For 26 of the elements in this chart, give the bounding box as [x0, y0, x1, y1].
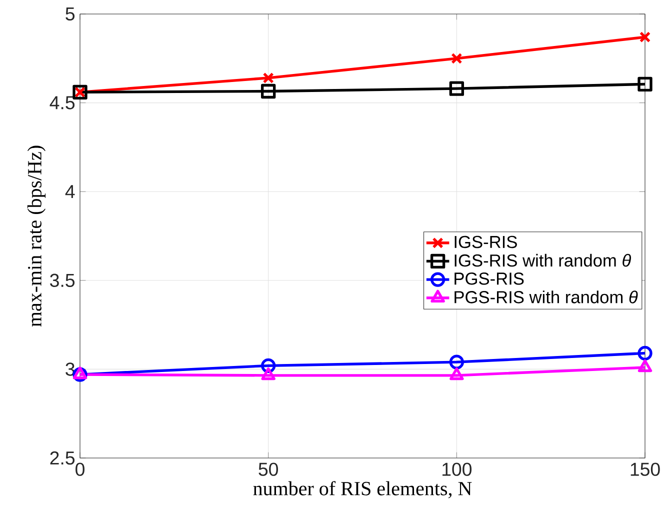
y-tick-label: 5	[66, 7, 75, 21]
point	[639, 32, 651, 43]
y-tick-label: 2.5	[50, 451, 75, 465]
point	[261, 367, 276, 380]
point	[449, 81, 464, 96]
x-axis-title: number of RIS elements, N	[253, 481, 472, 498]
point	[451, 52, 462, 64]
legend-label: IGS-RIS with random θ	[454, 254, 631, 267]
point	[261, 84, 276, 99]
x-tick-label: 0	[76, 462, 84, 476]
point	[450, 367, 464, 380]
point	[638, 76, 652, 92]
x-tick-label: 100	[442, 462, 472, 476]
legend-label: PGS-RIS	[454, 272, 524, 285]
point	[638, 346, 652, 361]
point	[449, 354, 464, 370]
y-axis-title: max-min rate (bps/Hz)	[27, 146, 46, 327]
point	[262, 72, 274, 84]
y-tick-label: 4	[65, 185, 75, 198]
legend-label: PGS-RIS with random θ	[454, 290, 638, 304]
point	[638, 359, 652, 372]
y-tick-label: 4.5	[50, 96, 75, 110]
y-tick-label: 3.5	[50, 274, 75, 288]
x-tick-label: 50	[258, 462, 278, 476]
legend-label: IGS-RIS	[454, 236, 517, 248]
x-tick-label: 150	[630, 462, 660, 476]
